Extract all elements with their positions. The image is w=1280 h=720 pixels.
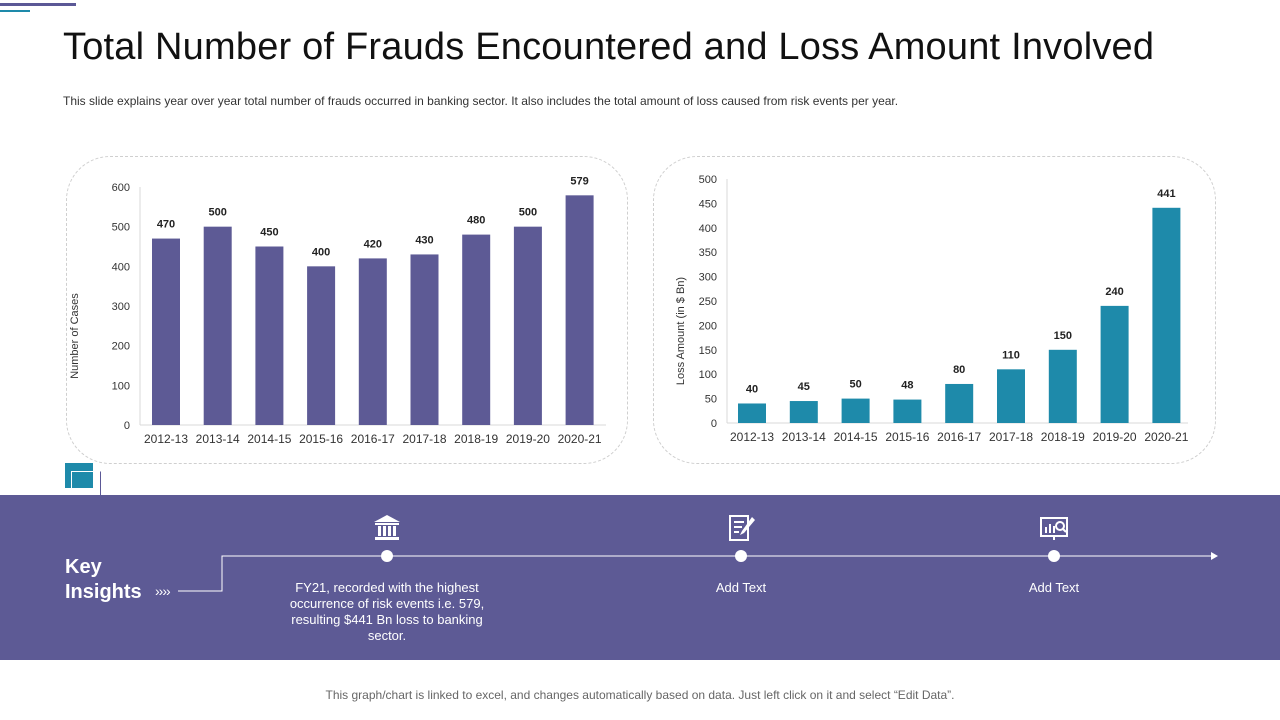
chart2-bar — [893, 399, 922, 423]
chart2-data-label: 40 — [746, 383, 758, 395]
chart1-x-tick-label: 2015-16 — [299, 432, 343, 446]
decorative-square — [65, 463, 93, 488]
chart1-x-tick-label: 2020-21 — [558, 432, 602, 446]
insight-text-1: FY21, recorded with the highest occurren… — [289, 580, 485, 643]
chart2-data-label: 80 — [953, 364, 965, 376]
chart2-y-tick-label: 450 — [699, 198, 717, 210]
chart2-data-label: 441 — [1157, 188, 1175, 200]
chart1-y-tick-label: 600 — [112, 182, 130, 194]
chart1-x-tick-label: 2013-14 — [196, 432, 240, 446]
chart2-data-label: 110 — [1002, 349, 1020, 361]
chart2-x-tick-label: 2013-14 — [782, 430, 826, 444]
chart2-data-label: 240 — [1105, 286, 1123, 298]
chart2-y-tick-label: 400 — [699, 223, 717, 235]
loss-amount-chart-frame — [653, 156, 1216, 464]
chart1-data-label: 500 — [209, 207, 227, 219]
document-edit-icon — [726, 513, 756, 543]
key-insights-line1: Key — [65, 556, 102, 578]
page-subtitle: This slide explains year over year total… — [63, 94, 899, 108]
top-accent-line-2 — [0, 10, 30, 12]
chart2-y-tick-label: 350 — [699, 247, 717, 259]
chart2-bar — [1100, 305, 1129, 423]
chart2-bar — [1152, 207, 1181, 423]
chart1-data-label: 480 — [467, 215, 485, 227]
chart2-y-tick-label: 500 — [699, 174, 717, 186]
chevrons-icon: ›››› — [155, 583, 171, 599]
chart1-data-label: 430 — [415, 234, 433, 246]
chart1-bar — [462, 234, 491, 425]
chart2-y-tick-label: 150 — [699, 345, 717, 357]
bank-icon — [372, 513, 402, 543]
chart1-data-label: 400 — [312, 246, 330, 258]
chart2-y-tick-label: 50 — [705, 394, 717, 406]
chart1-y-axis-label: Number of Cases — [69, 293, 81, 379]
chart1-x-tick-label: 2019-20 — [506, 432, 550, 446]
chart2-x-tick-label: 2015-16 — [885, 430, 929, 444]
presentation-chart-icon — [1039, 513, 1069, 543]
chart2-y-tick-label: 0 — [711, 418, 717, 430]
insight-text-3: Add Text — [1028, 580, 1080, 595]
chart1-x-tick-label: 2018-19 — [454, 432, 498, 446]
chart2-data-label: 50 — [849, 379, 861, 391]
chart1-bar — [565, 195, 594, 425]
chart1-data-label: 579 — [570, 175, 588, 187]
chart1-bar — [255, 246, 284, 425]
chart1-data-label: 500 — [519, 207, 537, 219]
top-accent-line — [0, 3, 76, 6]
chart2-bar — [841, 398, 870, 423]
chart2-y-tick-label: 200 — [699, 320, 717, 332]
chart1-y-tick-label: 300 — [112, 301, 130, 313]
chart2-x-tick-label: 2017-18 — [989, 430, 1033, 444]
chart2-data-label: 150 — [1054, 330, 1072, 342]
chart2-y-tick-label: 100 — [699, 369, 717, 381]
chart2-data-label: 48 — [901, 380, 913, 392]
chart1-bar — [513, 226, 542, 425]
chart1-x-tick-label: 2014-15 — [247, 432, 291, 446]
chart2-bar — [738, 403, 766, 423]
chart1-y-tick-label: 0 — [124, 420, 130, 432]
chart1-y-tick-label: 200 — [112, 341, 130, 353]
chart2-x-tick-label: 2020-21 — [1144, 430, 1188, 444]
chart2-x-tick-label: 2012-13 — [730, 430, 774, 444]
chart2-bar — [1048, 349, 1077, 423]
chart1-data-label: 470 — [157, 219, 175, 231]
insight-text-2: Add Text — [715, 580, 767, 595]
chart1-bar — [307, 266, 336, 425]
footer-note: This graph/chart is linked to excel, and… — [325, 688, 955, 702]
chart2-bar — [945, 383, 974, 423]
chart1-bar — [410, 254, 439, 425]
chart1-data-label: 420 — [364, 238, 382, 250]
chart1-bar — [203, 226, 232, 425]
fraud-cases-chart-frame — [66, 156, 628, 464]
chart2-y-tick-label: 250 — [699, 296, 717, 308]
chart1-x-tick-label: 2017-18 — [402, 432, 446, 446]
chart1-y-tick-label: 400 — [112, 261, 130, 273]
page-title: Total Number of Frauds Encountered and L… — [63, 26, 1155, 68]
chart2-y-axis-label: Loss Amount (in $ Bn) — [675, 277, 687, 385]
key-insights-heading: Key Insights — [65, 555, 142, 605]
chart2-x-tick-label: 2016-17 — [937, 430, 981, 444]
chart1-y-tick-label: 100 — [112, 380, 130, 392]
key-insights-line2: Insights — [65, 581, 142, 603]
chart2-x-tick-label: 2018-19 — [1041, 430, 1085, 444]
chart1-y-tick-label: 500 — [112, 222, 130, 234]
chart2-y-tick-label: 300 — [699, 272, 717, 284]
chart2-data-label: 45 — [798, 381, 810, 393]
chart1-data-label: 450 — [260, 227, 278, 239]
chart2-bar — [997, 369, 1025, 423]
chart1-x-tick-label: 2016-17 — [351, 432, 395, 446]
chart1-x-tick-label: 2012-13 — [144, 432, 188, 446]
chart1-bar — [358, 258, 387, 425]
chart2-bar — [789, 401, 818, 423]
chart2-x-tick-label: 2014-15 — [834, 430, 878, 444]
chart2-x-tick-label: 2019-20 — [1093, 430, 1137, 444]
chart1-bar — [152, 238, 180, 425]
